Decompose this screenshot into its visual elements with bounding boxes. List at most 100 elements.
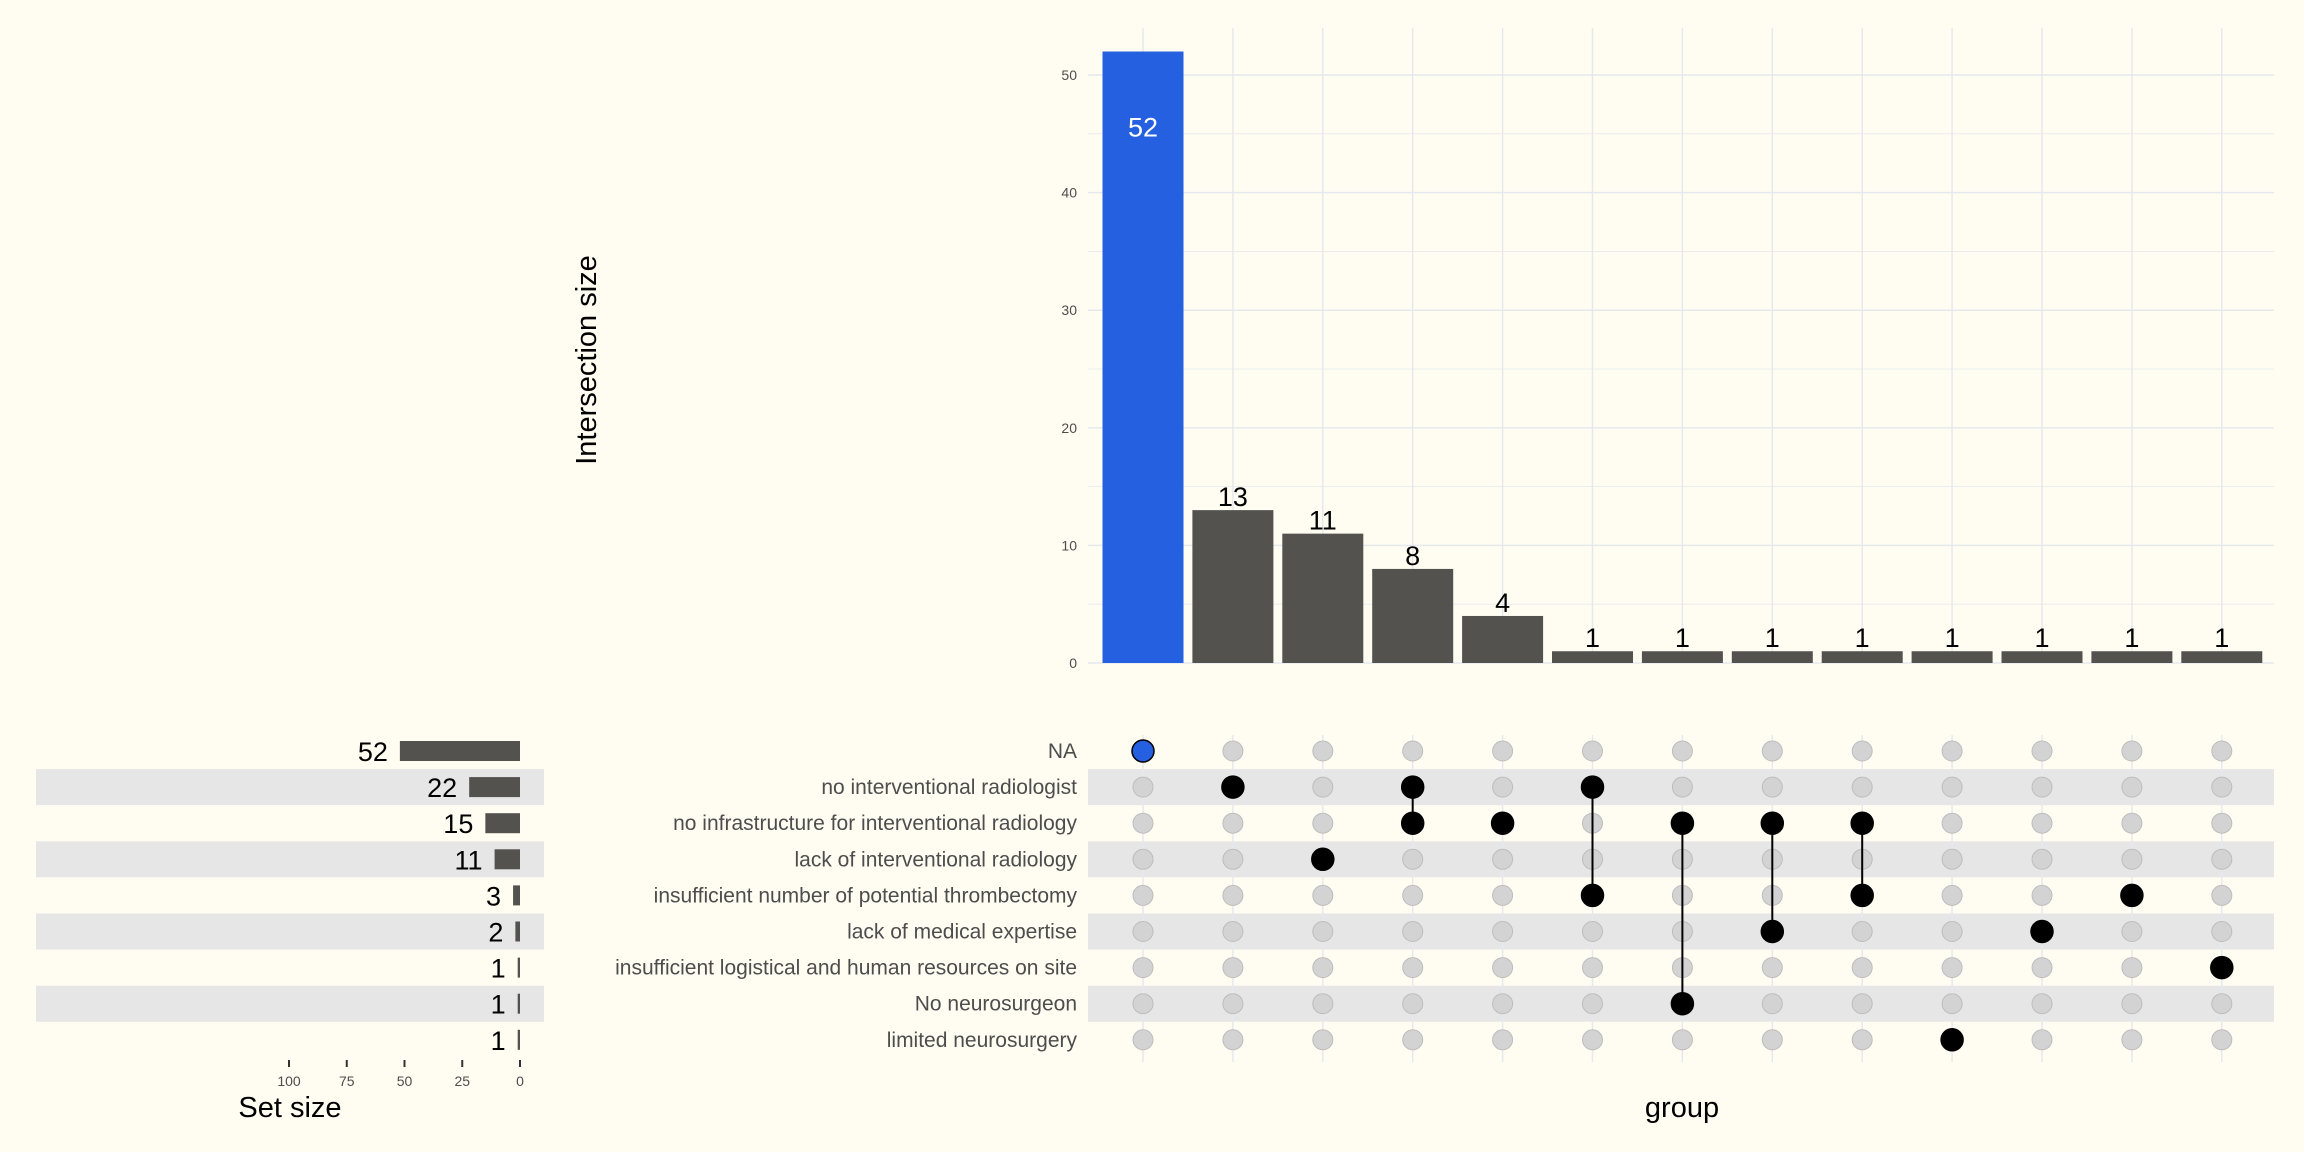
matrix-dot-empty — [1132, 921, 1154, 942]
matrix-dot-filled — [1131, 739, 1155, 763]
intersection-bar — [1641, 651, 1723, 663]
set-name-label: no infrastructure for interventional rad… — [673, 812, 1077, 835]
matrix-dot-empty — [2031, 884, 2053, 906]
matrix-dot-empty — [2211, 776, 2233, 798]
bar-value-label: 1 — [1945, 623, 1960, 653]
matrix-dot-empty — [1492, 740, 1514, 762]
matrix-dot-empty — [2031, 1029, 2053, 1051]
matrix-dot-empty — [1941, 740, 1963, 762]
matrix-dot-empty — [2031, 812, 2053, 834]
matrix-dot-empty — [1312, 812, 1334, 834]
bar-value-label: 1 — [1855, 623, 1870, 653]
matrix-dot-empty — [2121, 921, 2143, 942]
matrix-dot-filled — [2030, 919, 2054, 944]
matrix-dot-empty — [1851, 1029, 1873, 1051]
matrix-dot-empty — [2211, 812, 2233, 834]
matrix-dot-empty — [1492, 1029, 1514, 1051]
matrix-dot-empty — [1941, 993, 1963, 1015]
setsize-stripe — [36, 841, 544, 878]
matrix-dot-filled — [1940, 1028, 1964, 1052]
x-tick-label: 75 — [339, 1073, 355, 1089]
matrix-dot-empty — [2211, 884, 2233, 906]
set-size-bar — [515, 921, 520, 942]
matrix-dot-filled — [1760, 919, 1785, 944]
matrix-dot-empty — [1312, 884, 1334, 906]
matrix-dot-empty — [1761, 993, 1783, 1015]
matrix-dot-empty — [1851, 921, 1873, 942]
intersection-bar — [1821, 651, 1903, 663]
bar-value-label: 1 — [2034, 623, 2049, 653]
bar-value-label: 1 — [2214, 623, 2229, 653]
matrix-dot-empty — [2121, 740, 2143, 762]
set-size-bar — [485, 813, 520, 834]
matrix-dot-filled — [1400, 775, 1425, 799]
x-tick-label: 100 — [277, 1073, 301, 1089]
matrix-dot-empty — [1941, 921, 1963, 942]
matrix-dot-empty — [1492, 957, 1514, 979]
set-name-label: lack of interventional radiology — [795, 848, 1078, 871]
bar-value-label: 1 — [2124, 623, 2139, 653]
matrix-dot-empty — [2031, 740, 2053, 762]
matrix-dot-empty — [1312, 957, 1334, 979]
matrix-dot-empty — [1402, 1029, 1424, 1051]
matrix-dot-empty — [2211, 848, 2233, 870]
matrix-dot-filled — [1221, 775, 1245, 799]
set-size-bar — [469, 777, 520, 798]
matrix-dot-empty — [1132, 812, 1154, 834]
bar-value-label: 1 — [1675, 623, 1690, 653]
matrix-dot-empty — [1402, 993, 1424, 1015]
matrix-dot-empty — [1761, 957, 1783, 979]
matrix-dot-empty — [1761, 1029, 1783, 1051]
set-name-label: insufficient number of potential thrombe… — [654, 884, 1078, 907]
matrix-dot-empty — [1671, 776, 1693, 798]
matrix-dot-empty — [1312, 740, 1334, 762]
y-tick-label: 0 — [1069, 655, 1077, 671]
matrix-dot-filled — [1580, 883, 1605, 908]
set-size-label: 3 — [486, 881, 501, 911]
matrix-dot-empty — [2031, 957, 2053, 979]
set-size-label: 52 — [358, 737, 388, 767]
matrix-dot-empty — [1402, 884, 1424, 906]
matrix-dot-filled — [2120, 883, 2144, 908]
setsize-stripe — [36, 985, 544, 1022]
set-name-label: NA — [1048, 740, 1077, 763]
intersection-bar — [1372, 568, 1454, 663]
set-size-label: 22 — [427, 773, 457, 803]
matrix-dot-empty — [2121, 776, 2143, 798]
matrix-dot-filled — [1850, 883, 1874, 908]
matrix-dot-empty — [1402, 740, 1424, 762]
set-size-label: 11 — [455, 845, 483, 875]
y-tick-label: 40 — [1061, 185, 1077, 201]
set-size-bar — [494, 849, 520, 870]
matrix-dot-filled — [1850, 811, 1874, 835]
matrix-dot-empty — [1132, 884, 1154, 906]
matrix-dot-empty — [1492, 884, 1514, 906]
set-size-bar — [513, 885, 520, 906]
matrix-dot-filled — [1670, 991, 1695, 1016]
matrix-dot-empty — [2121, 1029, 2143, 1051]
matrix-dot-empty — [1941, 957, 1963, 979]
intersection-size-axis-title: Intersection size — [571, 255, 603, 465]
intersection-bar — [1282, 533, 1364, 663]
matrix-dot-filled — [1311, 847, 1335, 872]
matrix-dot-empty — [1222, 921, 1244, 942]
set-size-axis-title: Set size — [238, 1092, 341, 1124]
x-tick-label: 50 — [397, 1073, 413, 1089]
matrix-dot-empty — [1222, 740, 1244, 762]
set-size-label: 15 — [443, 809, 473, 839]
matrix-dot-empty — [1222, 884, 1244, 906]
matrix-dot-empty — [1492, 921, 1514, 942]
bar-value-label: 1 — [1765, 623, 1780, 653]
matrix-dot-empty — [2031, 993, 2053, 1015]
matrix-dot-empty — [1851, 740, 1873, 762]
bar-value-label: 52 — [1128, 113, 1158, 143]
matrix-dot-empty — [2121, 957, 2143, 979]
bar-value-label: 13 — [1218, 482, 1248, 512]
matrix-dot-empty — [1312, 1029, 1334, 1051]
matrix-dot-empty — [2211, 993, 2233, 1015]
matrix-dot-empty — [1222, 812, 1244, 834]
group-axis-title: group — [1645, 1092, 1719, 1124]
set-name-label: no interventional radiologist — [821, 776, 1077, 799]
set-size-bar — [517, 1029, 520, 1050]
